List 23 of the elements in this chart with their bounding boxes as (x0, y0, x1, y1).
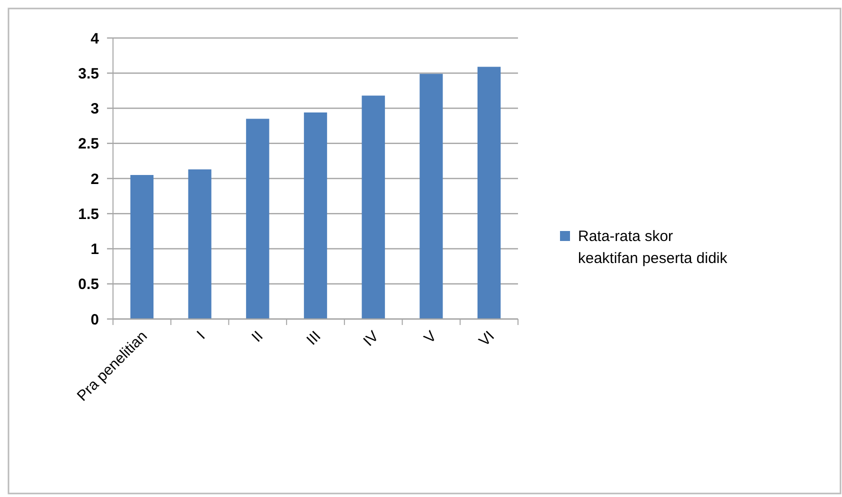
y-tick-label: 3 (90, 100, 99, 118)
x-tick-label: VI (476, 328, 498, 350)
x-tick-label: I (194, 328, 209, 343)
y-tick-label: 4 (90, 30, 100, 48)
bar (188, 169, 212, 319)
bar (420, 74, 443, 319)
x-tick-label: III (303, 328, 324, 349)
x-tick-label: IV (360, 328, 382, 350)
bar (246, 118, 270, 319)
x-tick-label: II (248, 328, 266, 346)
bar (130, 174, 154, 319)
legend-label: Rata-rata skor keaktifan peserta didik (578, 228, 728, 267)
y-tick-label: 3.5 (78, 65, 99, 82)
y-tick-label: 2.5 (78, 136, 99, 153)
y-tick-label: 2 (90, 170, 99, 188)
y-tick-label: 0.5 (78, 276, 99, 294)
bar (478, 66, 501, 319)
y-tick-label: 0 (90, 311, 99, 328)
y-tick-label: 1 (90, 241, 99, 258)
y-tick-label: 1.5 (78, 206, 99, 223)
bar (304, 112, 328, 319)
bar (362, 96, 385, 319)
x-tick-label: V (420, 328, 440, 347)
